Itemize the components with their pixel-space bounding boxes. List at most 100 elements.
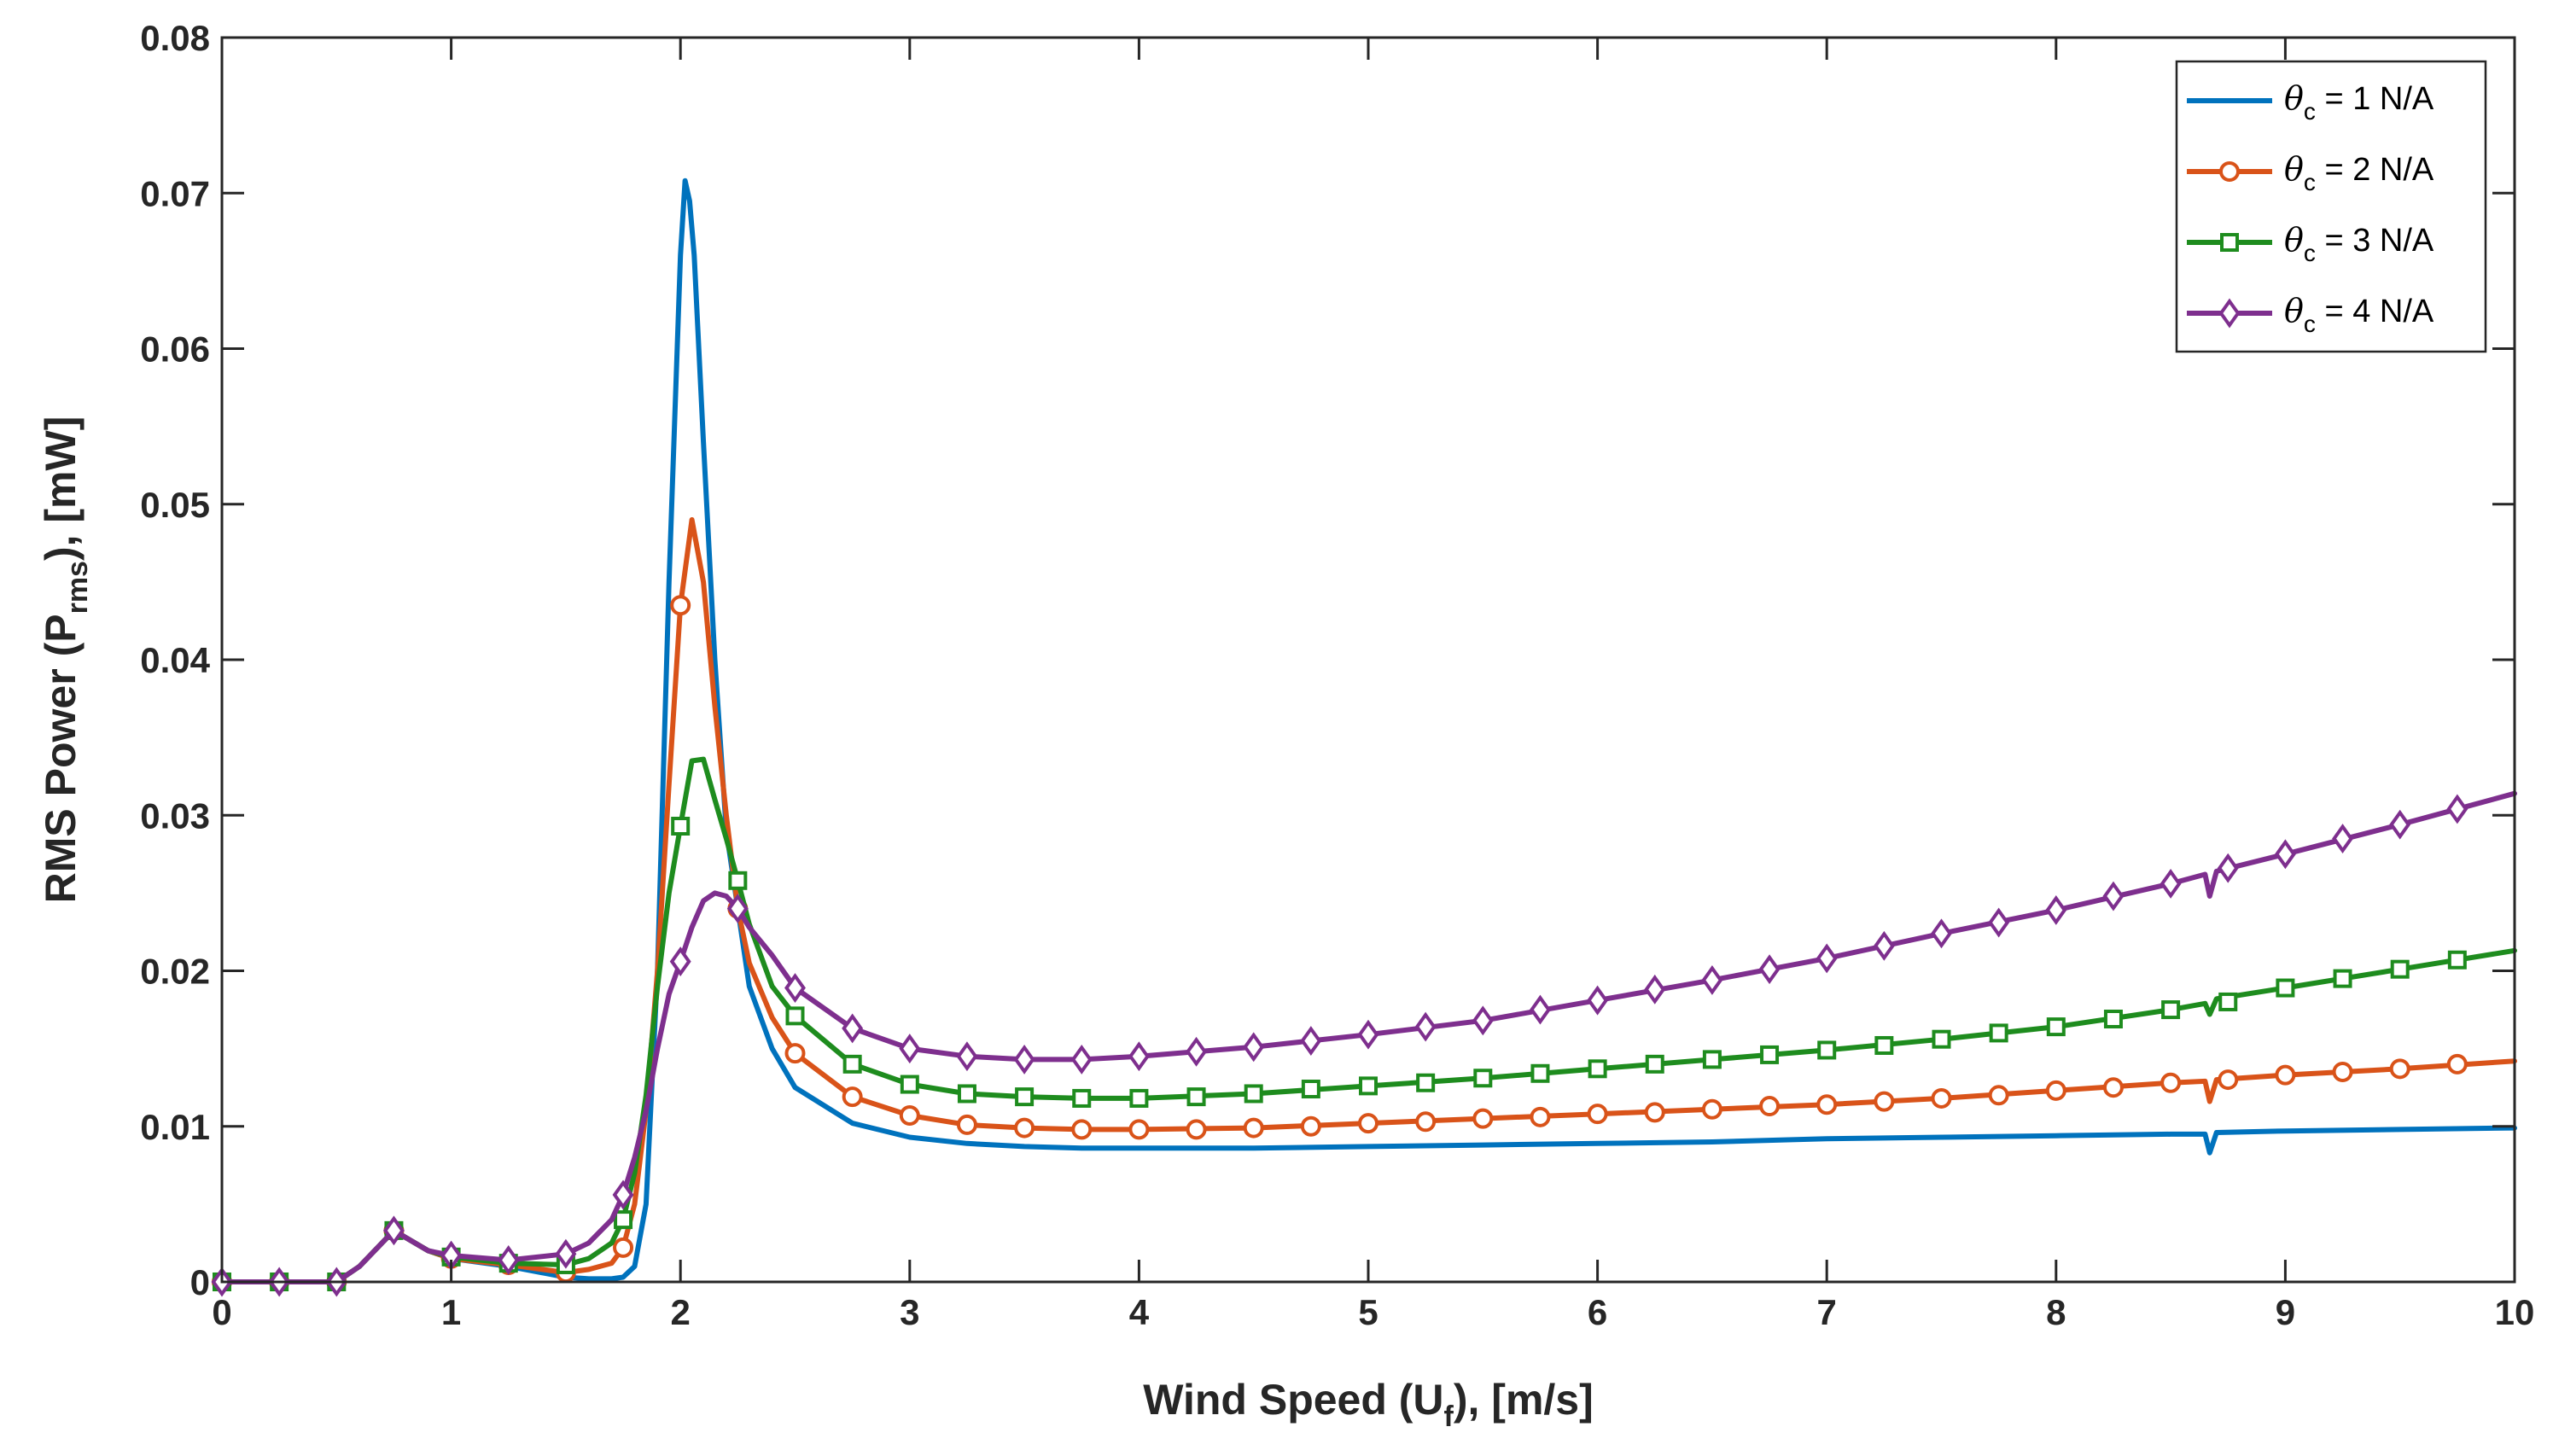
series-4-marker [2102, 881, 2125, 911]
series-3-marker [2333, 969, 2352, 988]
legend-theta: θ [2284, 150, 2304, 188]
series-4-marker [2332, 824, 2354, 854]
legend-value: = 2 N/A [2316, 152, 2434, 188]
series-2-marker [1701, 1098, 1722, 1120]
series-2-marker [1472, 1108, 1494, 1129]
x-tick-label: 8 [2046, 1292, 2066, 1332]
legend: θc = 1 N/Aθc = 2 N/Aθc = 3 N/Aθc = 4 N/A [2175, 60, 2487, 353]
series-4-marker [1816, 943, 1838, 974]
series-2-marker [784, 1043, 806, 1064]
series-3-marker [1244, 1084, 1263, 1104]
series-4-marker [498, 1245, 520, 1275]
series-3-marker [2046, 1017, 2066, 1037]
series-2-marker [1874, 1091, 1895, 1112]
legend-subscript: c [2304, 311, 2316, 337]
series-3-marker [1760, 1045, 1780, 1064]
series-4-marker [1644, 974, 1666, 1005]
series-4-marker [1988, 907, 2010, 938]
legend-value: = 4 N/A [2316, 294, 2434, 329]
y-axis-ticks: 0 0.01 0.02 0.03 0.04 0.05 0.06 0.07 0.08 [140, 18, 210, 1302]
series-4-marker [842, 1013, 864, 1044]
series-2-marker [1358, 1113, 1379, 1134]
x-tick-label: 1 [441, 1292, 461, 1332]
series-4-marker [1472, 1005, 1494, 1036]
series-3-marker [2390, 959, 2410, 979]
series-3-marker [785, 1006, 805, 1026]
legend-subscript: c [2304, 98, 2316, 125]
series-2-marker [2102, 1077, 2124, 1098]
series-4-marker [555, 1238, 577, 1269]
legend-marker-3 [2220, 233, 2239, 252]
series-2-marker [956, 1114, 977, 1135]
series-3-marker [1416, 1073, 1436, 1092]
series-4-marker [1357, 1019, 1379, 1050]
series-1 [219, 178, 2517, 1284]
x-tick-label: 2 [671, 1292, 691, 1332]
legend-theta: θ [2284, 221, 2304, 259]
series-2-marker [1587, 1104, 1608, 1125]
series-2-marker [1128, 1119, 1150, 1140]
series-4-marker [1758, 954, 1781, 985]
series-4-marker [1701, 964, 1723, 995]
series-4-marker [1013, 1044, 1035, 1075]
series-2-marker [2389, 1058, 2410, 1080]
series-2-marker [2218, 1069, 2239, 1091]
series-3-marker [2447, 950, 2467, 970]
y-tick-label: 0.07 [140, 173, 210, 213]
series-2-marker [2446, 1053, 2468, 1075]
series-4-marker [1529, 994, 1551, 1025]
x-tick-label: 7 [1817, 1292, 1837, 1332]
series-4-marker [1186, 1036, 1208, 1067]
series-3-marker [1186, 1087, 1206, 1107]
series-3-marker [1874, 1035, 1894, 1055]
series-2-marker [613, 1237, 634, 1258]
series-4-marker [1300, 1026, 1322, 1056]
series-3-marker [2161, 1000, 2181, 1020]
series-3-marker [2276, 978, 2295, 998]
y-axis-title: RMS Power (Prms), [mW] [37, 416, 94, 904]
series-3-marker [1473, 1069, 1493, 1088]
series-2-marker [842, 1086, 863, 1108]
legend-label-4: θc = 4 N/A [2284, 292, 2434, 337]
series-2-marker [1300, 1115, 1321, 1137]
series-2-marker [2045, 1080, 2066, 1101]
series-3-marker [1072, 1088, 1092, 1108]
series-3-marker [1301, 1080, 1320, 1099]
series-2-marker [1644, 1102, 1665, 1123]
series-3-marker [2218, 992, 2238, 1011]
x-axis-title: Wind Speed (Uf), [m/s] [1143, 1376, 1594, 1433]
series-2-marker [2275, 1064, 2296, 1086]
series-4-marker [1243, 1032, 1265, 1063]
legend-marker-4 [2218, 298, 2241, 329]
series-4-marker [2045, 894, 2067, 925]
series-4-marker [1070, 1044, 1093, 1075]
series-4-marker [2274, 839, 2296, 870]
series-4-marker [784, 973, 806, 1003]
y-tick-label: 0.08 [140, 18, 210, 58]
y-tick-label: 0.02 [140, 952, 210, 992]
series-4-marker [1587, 985, 1609, 1016]
series-3-marker [2103, 1009, 2123, 1028]
x-tick-label: 10 [2495, 1292, 2535, 1332]
series-4-marker [1128, 1041, 1150, 1072]
series-2-marker [1186, 1119, 1207, 1140]
x-tick-label: 3 [900, 1292, 919, 1332]
y-tick-label: 0.04 [140, 640, 210, 680]
legend-marker-2 [2219, 161, 2240, 182]
series-3-marker [1588, 1059, 1607, 1079]
series-4-marker [1414, 1011, 1437, 1042]
series-layer [211, 178, 2517, 1297]
series-2-marker [1071, 1119, 1093, 1140]
x-tick-label: 5 [1358, 1292, 1378, 1332]
series-4-marker [2160, 868, 2182, 899]
plot-area [222, 38, 2515, 1282]
series-2-marker [1014, 1117, 1035, 1139]
series-3-marker [1932, 1029, 1951, 1049]
series-2-marker [1931, 1087, 1952, 1109]
series-2-marker [1415, 1111, 1437, 1133]
y-tick-label: 0.05 [140, 485, 210, 525]
series-4-marker [382, 1215, 405, 1246]
legend-value: = 3 N/A [2316, 223, 2434, 259]
legend-label-3: θc = 3 N/A [2284, 221, 2434, 266]
series-4 [211, 790, 2517, 1297]
